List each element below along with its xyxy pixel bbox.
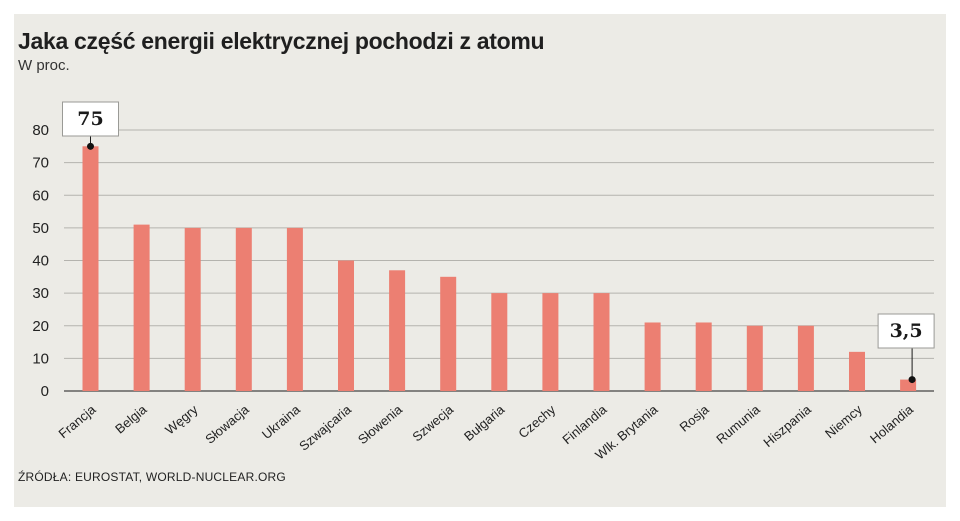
callout-label: 75 <box>77 108 103 130</box>
bar <box>286 227 303 391</box>
bar <box>491 293 508 391</box>
y-tick-label: 80 <box>32 122 49 139</box>
x-tick-label: Słowacja <box>202 401 252 446</box>
chart-source: ŹRÓDŁA: EUROSTAT, WORLD-NUCLEAR.ORG <box>18 470 286 484</box>
y-tick-label: 40 <box>32 253 49 270</box>
bar <box>235 227 252 391</box>
bar <box>389 270 406 391</box>
x-tick-label: Belgia <box>112 401 150 436</box>
x-tick-label: Węgry <box>162 401 201 437</box>
y-tick-label: 70 <box>32 155 49 172</box>
x-tick-label: Niemcy <box>822 401 865 441</box>
bar <box>184 227 201 391</box>
callout-box <box>62 101 119 137</box>
bar <box>746 325 763 391</box>
x-tick-label: Szwecja <box>409 401 456 444</box>
bar <box>593 293 610 391</box>
chart-title: Jaka część energii elektrycznej pochodzi… <box>18 28 545 54</box>
y-tick-label: 60 <box>32 187 49 204</box>
x-tick-label: Holandia <box>867 401 917 446</box>
callout-box <box>877 313 935 349</box>
bar <box>644 322 661 391</box>
x-tick-label: Rosja <box>677 401 713 434</box>
x-tick-label: Francja <box>56 401 99 441</box>
x-tick-label: Czechy <box>515 401 558 441</box>
bar <box>82 146 99 391</box>
bar <box>440 276 457 391</box>
callout-dot <box>908 376 916 384</box>
y-tick-label: 0 <box>41 383 49 400</box>
y-tick-label: 30 <box>32 285 49 302</box>
bar <box>338 260 354 391</box>
x-tick-label: Rumunia <box>713 401 763 446</box>
bar <box>542 293 559 391</box>
bar <box>133 224 150 391</box>
x-tick-label: Finlandia <box>559 401 610 447</box>
bar <box>797 325 814 391</box>
bar <box>849 351 865 391</box>
x-tick-label: Hiszpania <box>760 401 814 450</box>
y-tick-label: 50 <box>32 220 49 237</box>
x-tick-label: Bułgaria <box>461 401 508 444</box>
x-tick-label: Szwajcaria <box>296 401 354 453</box>
x-tick-label: Słowenia <box>355 401 406 447</box>
y-tick-label: 20 <box>32 318 49 335</box>
chart-subtitle: W proc. <box>18 57 70 74</box>
callout-label: 3,5 <box>890 320 923 342</box>
x-tick-label: Ukraina <box>259 401 304 442</box>
callout-dot <box>87 142 94 150</box>
bar <box>695 322 712 391</box>
y-tick-label: 10 <box>32 350 49 367</box>
bar <box>900 379 917 391</box>
